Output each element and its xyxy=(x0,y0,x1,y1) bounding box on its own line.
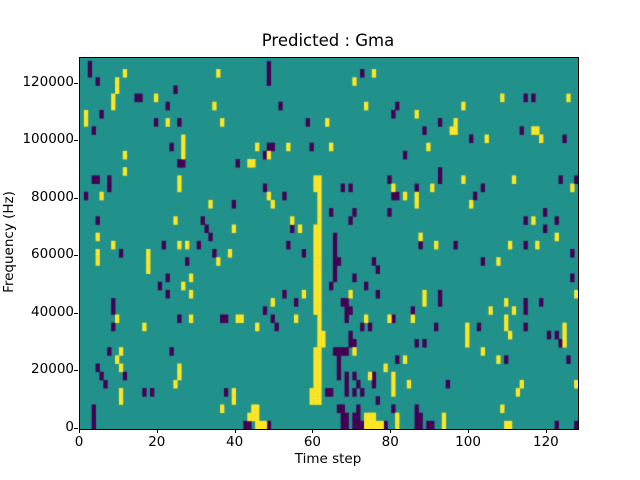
y-tick-label: 100000 xyxy=(22,131,74,148)
y-tick-mark xyxy=(74,140,78,142)
x-tick-label: 0 xyxy=(74,434,84,450)
y-tick-mark xyxy=(74,197,78,199)
y-tick-mark xyxy=(74,370,78,372)
y-tick-label: 80000 xyxy=(31,188,74,205)
y-tick-mark xyxy=(74,312,78,314)
x-tick-mark xyxy=(156,429,158,433)
y-tick-mark xyxy=(74,82,78,84)
y-tick-label: 60000 xyxy=(31,246,74,263)
plot-area xyxy=(79,57,579,430)
y-axis-label: Frequency (Hz) xyxy=(1,191,17,293)
y-tick-label: 0 xyxy=(65,419,74,435)
x-tick-label: 20 xyxy=(148,434,166,450)
heatmap-canvas xyxy=(80,58,578,429)
x-tick-label: 60 xyxy=(303,434,322,450)
x-tick-label: 80 xyxy=(381,434,399,450)
y-tick-mark xyxy=(74,255,78,257)
y-tick-mark xyxy=(74,428,78,429)
chart-title: Predicted : Gma xyxy=(261,31,395,50)
y-tick-label: 120000 xyxy=(22,73,74,90)
x-axis-label: Time step xyxy=(294,451,362,467)
x-tick-mark xyxy=(312,429,314,433)
x-tick-mark xyxy=(468,429,470,433)
x-tick-label: 40 xyxy=(226,434,244,450)
y-tick-label: 40000 xyxy=(31,303,74,320)
x-tick-label: 120 xyxy=(532,434,559,450)
x-tick-mark xyxy=(79,429,80,433)
x-tick-label: 100 xyxy=(455,434,481,450)
x-tick-mark xyxy=(390,429,392,433)
x-tick-mark xyxy=(234,429,236,433)
x-tick-mark xyxy=(545,429,547,433)
y-tick-label: 20000 xyxy=(31,361,74,378)
